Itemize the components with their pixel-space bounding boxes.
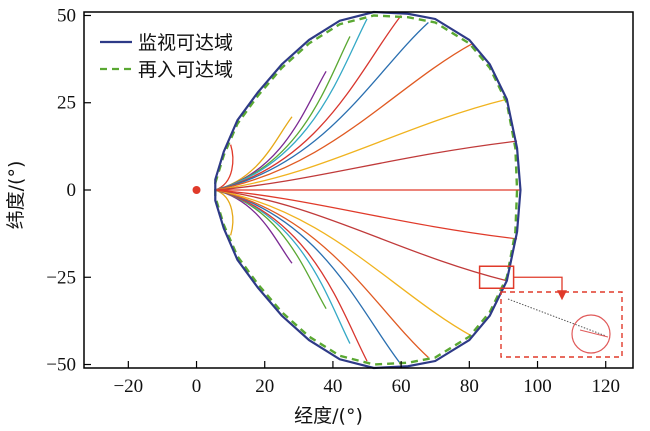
trajectory-curve <box>215 21 429 191</box>
y-tick-label: 0 <box>67 180 77 201</box>
y-tick-label: 50 <box>57 5 76 26</box>
trajectory-curve <box>215 144 234 191</box>
inset-trajectory-detail <box>507 298 607 337</box>
inset-endpoint-circle <box>571 314 611 354</box>
zoom-arrow-head <box>557 290 567 301</box>
trajectory-curve <box>215 42 474 191</box>
trajectory-curve <box>215 189 402 365</box>
trajectory-curve <box>215 15 402 191</box>
monitor-boundary-line <box>214 10 522 370</box>
x-tick-label: 40 <box>323 376 342 397</box>
x-tick-label: 120 <box>591 376 620 397</box>
x-tick-label: 80 <box>460 376 479 397</box>
y-tick-label: −50 <box>46 355 76 376</box>
x-tick-label: −20 <box>113 376 143 397</box>
x-axis-title: 经度/(°) <box>294 405 363 427</box>
x-tick-label: 100 <box>523 376 552 397</box>
y-tick-label: −25 <box>46 267 76 288</box>
x-tick-label: 0 <box>192 376 202 397</box>
launch-point-marker <box>192 186 201 194</box>
y-tick-label: 25 <box>57 93 76 114</box>
trajectory-curve <box>215 18 368 191</box>
axis-layer: −20 0 20 40 60 80 100 120 50 25 0 −25 −50 经度/(°) 纬度/(°… <box>5 5 634 427</box>
trajectory-curve <box>215 189 429 359</box>
boundary-layer <box>192 10 522 370</box>
trajectory-curve <box>215 189 234 236</box>
trajectory-curve <box>215 189 474 338</box>
zoom-inset <box>478 265 623 358</box>
zoom-inset-frame <box>500 291 623 358</box>
trajectory-layer <box>215 15 521 365</box>
x-tick-label: 60 <box>392 376 411 397</box>
trajectory-curve <box>215 189 351 344</box>
y-axis-title: 纬度/(°) <box>5 161 27 230</box>
inset-endpoint-line <box>579 329 609 338</box>
trajectory-curve <box>215 140 518 191</box>
legend-label-monitor: 监视可达域 <box>138 32 233 54</box>
zoom-connector-arrow <box>513 276 563 293</box>
trajectory-curve <box>215 189 518 240</box>
trajectory-curve <box>215 189 368 362</box>
trajectory-curve <box>215 36 351 191</box>
trajectory-curve <box>215 189 507 282</box>
legend-label-reentry: 再入可达域 <box>138 59 233 81</box>
reentry-boundary-line <box>214 14 519 366</box>
x-tick-label: 20 <box>255 376 274 397</box>
trajectory-curve <box>215 98 507 191</box>
